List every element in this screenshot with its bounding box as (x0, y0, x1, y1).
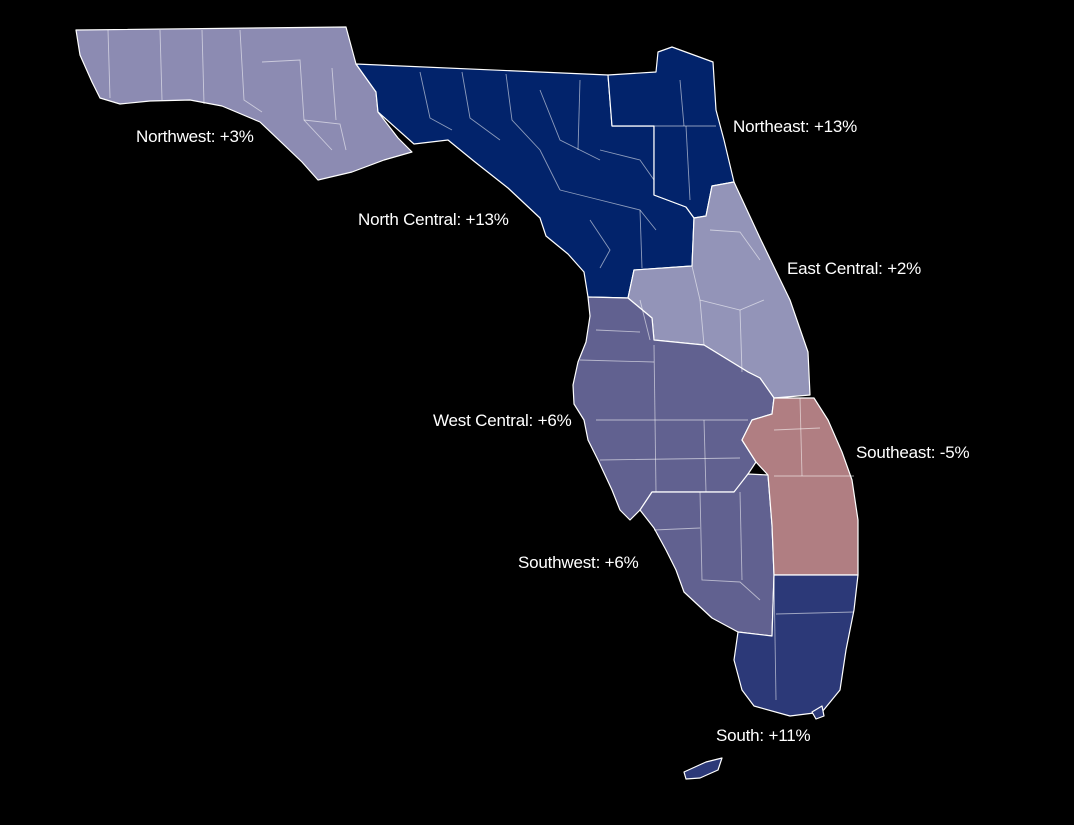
region-south-keys[interactable] (683, 757, 723, 780)
county-lines (107, 29, 855, 701)
label-north-central: North Central: +13% (358, 210, 509, 229)
label-southwest: Southwest: +6% (518, 553, 639, 572)
label-east-central: East Central: +2% (787, 259, 921, 278)
region-labels: Northwest: +3% North Central: +13% North… (135, 116, 972, 747)
label-southeast: Southeast: -5% (856, 443, 970, 462)
label-south: South: +11% (716, 726, 810, 745)
label-northeast: Northeast: +13% (733, 117, 857, 136)
label-northwest: Northwest: +3% (136, 127, 254, 146)
region-south[interactable] (733, 574, 859, 717)
label-west-central: West Central: +6% (433, 411, 572, 430)
region-south-key-fragment[interactable] (811, 705, 825, 720)
